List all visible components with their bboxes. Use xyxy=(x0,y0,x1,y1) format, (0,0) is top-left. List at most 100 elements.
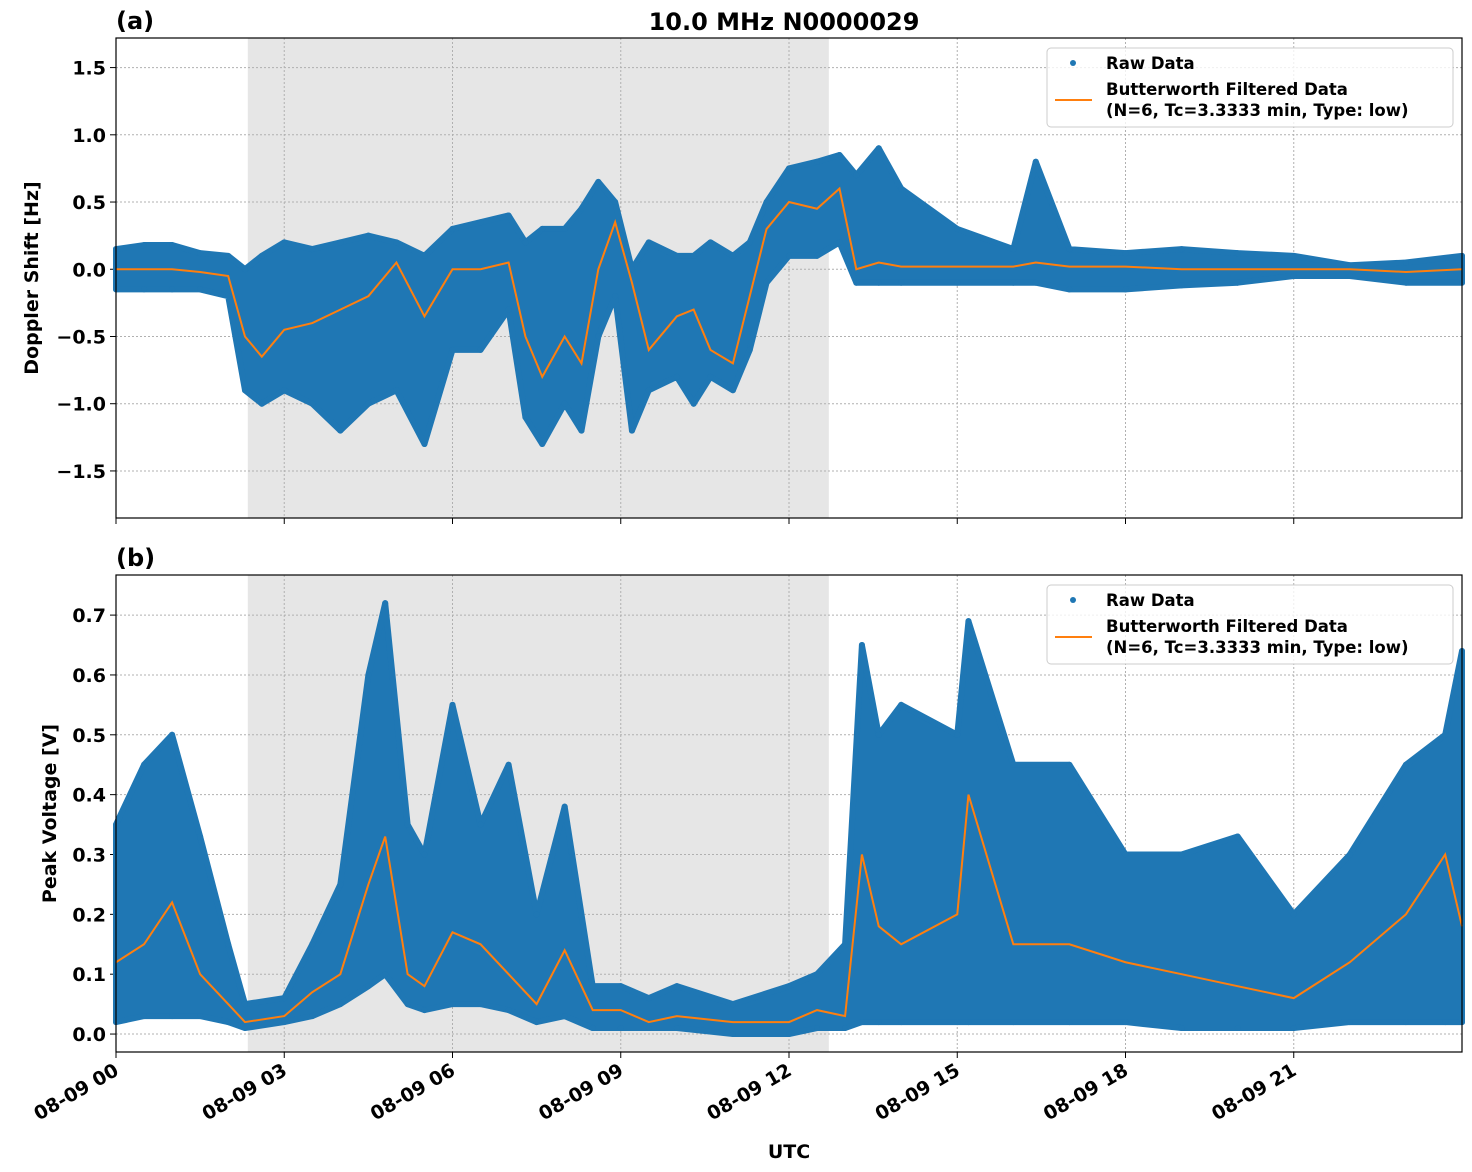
raw-data-point xyxy=(875,145,882,152)
raw-data-point xyxy=(561,803,568,810)
raw-data-point xyxy=(690,400,697,407)
raw-data-point xyxy=(561,1013,568,1020)
raw-data-point xyxy=(477,821,484,828)
y-tick-label: 0.5 xyxy=(72,192,106,214)
raw-data-point xyxy=(954,1019,961,1026)
raw-data-point xyxy=(1234,833,1241,840)
raw-data-point xyxy=(763,199,770,206)
raw-data-point xyxy=(875,731,882,738)
raw-data-point xyxy=(141,761,148,768)
raw-data-point xyxy=(141,286,148,293)
raw-data-point xyxy=(1178,246,1185,253)
raw-data-point xyxy=(197,1013,204,1020)
raw-data-point xyxy=(814,158,821,165)
raw-data-point xyxy=(589,983,596,990)
raw-data-point xyxy=(628,266,635,273)
raw-data-point xyxy=(1290,911,1297,918)
raw-data-point xyxy=(1346,1019,1353,1026)
raw-data-point xyxy=(477,346,484,353)
raw-data-point xyxy=(729,1001,736,1008)
panel-label: (a) xyxy=(116,7,154,35)
raw-data-point xyxy=(875,1019,882,1026)
raw-data-point xyxy=(965,618,972,625)
y-tick-label: 0.5 xyxy=(72,725,106,747)
x-tick-label: 08-09 03 xyxy=(198,1059,290,1125)
raw-data-point xyxy=(954,279,961,286)
raw-data-point xyxy=(393,239,400,246)
raw-data-point xyxy=(1442,731,1449,738)
raw-data-point xyxy=(241,266,248,273)
y-axis-label: Doppler Shift [Hz] xyxy=(21,181,43,374)
raw-data-point xyxy=(1290,1025,1297,1032)
raw-data-point xyxy=(169,1013,176,1020)
raw-data-point xyxy=(337,1001,344,1008)
y-tick-label: 0.0 xyxy=(72,259,106,281)
legend-raw-label: Raw Data xyxy=(1106,591,1195,610)
raw-data-point xyxy=(1066,761,1073,768)
raw-data-point xyxy=(673,1025,680,1032)
raw-data-point xyxy=(578,427,585,434)
raw-data-point xyxy=(1066,286,1073,293)
panel-b: 0.7 0.6 0.5 0.4 0.3 0.2 0.1 0.0 08-09 00 08-09 03… xyxy=(30,544,1465,1125)
raw-data-point xyxy=(449,701,456,708)
raw-data-point xyxy=(393,387,400,394)
raw-data-point xyxy=(241,387,248,394)
raw-data-point xyxy=(309,941,316,948)
legend-filtered-label: Butterworth Filtered Data xyxy=(1106,617,1348,636)
raw-data-point xyxy=(337,239,344,246)
raw-data-point xyxy=(309,1013,316,1020)
raw-data-point xyxy=(1346,262,1353,269)
raw-data-point xyxy=(858,642,865,649)
raw-data-point xyxy=(1234,279,1241,286)
x-tick-label: 08-09 06 xyxy=(367,1059,459,1125)
raw-data-point xyxy=(595,333,602,340)
raw-data-point xyxy=(1402,761,1409,768)
raw-data-point xyxy=(505,212,512,219)
x-axis-label: UTC xyxy=(768,1141,810,1163)
y-tick-label: 1.5 xyxy=(72,58,106,80)
y-tick-label: 0.4 xyxy=(72,785,106,807)
y-axis-label: Peak Voltage [V] xyxy=(39,724,61,903)
raw-data-point xyxy=(225,941,232,948)
raw-data-point xyxy=(814,1025,821,1032)
raw-data-point xyxy=(645,995,652,1002)
raw-data-point xyxy=(1402,259,1409,266)
raw-data-point xyxy=(1066,1019,1073,1026)
x-tick-label: 08-09 21 xyxy=(1208,1059,1300,1125)
raw-data-point xyxy=(858,1019,865,1026)
raw-data-point xyxy=(1122,851,1129,858)
raw-data-point xyxy=(382,971,389,978)
raw-data-point xyxy=(595,178,602,185)
raw-data-point xyxy=(645,387,652,394)
raw-data-point xyxy=(690,252,697,259)
x-tick-label: 08-09 12 xyxy=(703,1059,795,1125)
y-tick-label: 0.3 xyxy=(72,844,106,866)
raw-data-point xyxy=(197,833,204,840)
legend-raw-marker xyxy=(1070,60,1076,66)
x-tick-label: 08-09 00 xyxy=(30,1059,122,1125)
panel-label: (b) xyxy=(116,544,155,572)
raw-data-point xyxy=(281,1019,288,1026)
raw-data-point xyxy=(169,242,176,249)
raw-data-point xyxy=(169,731,176,738)
raw-data-point xyxy=(786,1031,792,1038)
raw-data-point xyxy=(836,239,843,246)
raw-data-point xyxy=(505,1007,512,1014)
raw-data-point xyxy=(707,239,714,246)
raw-data-point xyxy=(539,225,546,232)
raw-data-point xyxy=(1178,1025,1185,1032)
raw-data-point xyxy=(746,239,753,246)
y-tick-label: 0.1 xyxy=(72,964,106,986)
raw-data-point xyxy=(1234,1025,1241,1032)
raw-data-point xyxy=(505,306,512,313)
raw-data-point xyxy=(1122,1019,1129,1026)
raw-data-point xyxy=(842,1025,849,1032)
raw-data-point xyxy=(673,983,680,990)
raw-data-point xyxy=(1122,286,1129,293)
raw-data-point xyxy=(197,286,204,293)
raw-data-point xyxy=(141,1013,148,1020)
raw-data-point xyxy=(853,172,860,179)
legend-box xyxy=(1046,584,1454,665)
raw-data-point xyxy=(225,293,232,300)
raw-data-point xyxy=(1010,1019,1017,1026)
